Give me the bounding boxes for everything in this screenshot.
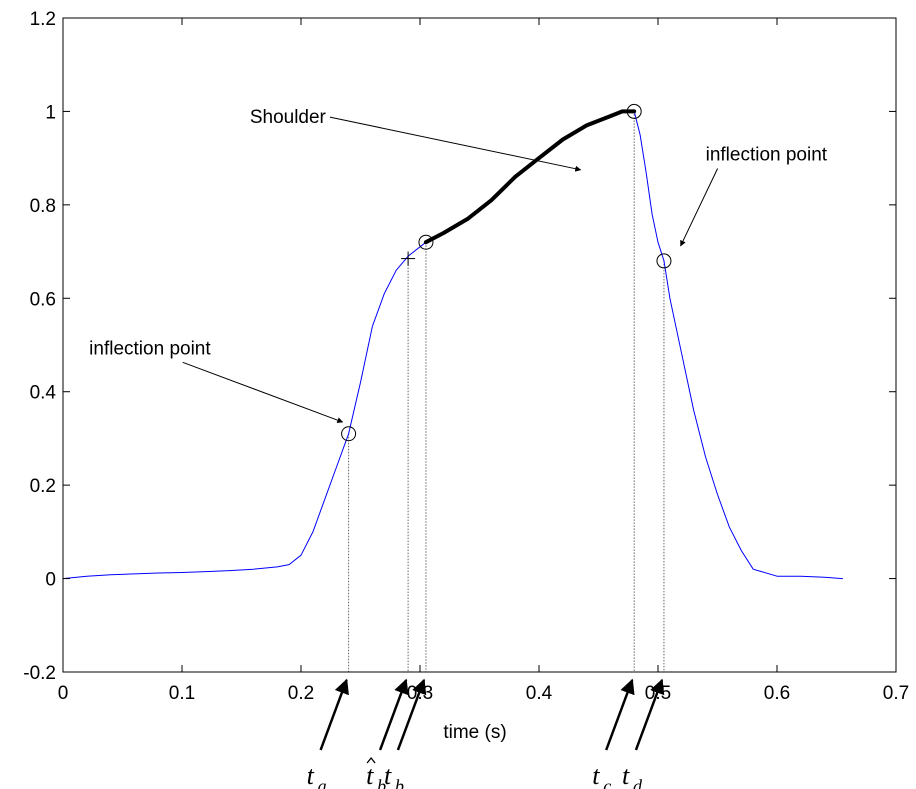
time-marker-subscript: b: [377, 776, 386, 789]
circle-marker-3: [656, 253, 672, 269]
annotation-label: inflection point: [706, 144, 828, 165]
hat-accent: [366, 756, 376, 764]
plus-marker: [401, 251, 416, 266]
circle-marker-0: [341, 426, 357, 442]
annotations: Shoulder inflection point inflection point: [89, 107, 828, 423]
y-tick-label: -0.2: [23, 663, 56, 684]
y-tick-label: 0.2: [30, 476, 56, 497]
x-tick-label: 0.1: [169, 683, 195, 704]
y-tick-label: 0: [45, 570, 56, 591]
x-tick-label: 0.6: [764, 683, 790, 704]
time-marker-symbol: t: [366, 761, 374, 789]
y-tick-label: 0.4: [30, 383, 57, 404]
x-tick-label: 0: [58, 683, 69, 704]
point-markers: [341, 103, 672, 442]
time-marker-subscript: b: [395, 776, 404, 789]
time-marker-symbol: t: [307, 761, 315, 789]
annotation-arrow: [329, 116, 582, 172]
annotation-label: inflection point: [89, 338, 211, 359]
x-tick-label: 0.2: [288, 683, 314, 704]
time-marker-arrow: [396, 678, 427, 751]
time-marker-arrow: [319, 678, 349, 751]
circle-marker-1: [418, 234, 434, 250]
annotation-label: Shoulder: [250, 107, 327, 128]
x-axis-label: time (s): [443, 722, 506, 743]
x-tick-label: 0.4: [526, 683, 553, 704]
circle-marker-2: [626, 103, 642, 119]
time-marker-subscript: a: [318, 776, 327, 789]
time-marker-arrow: [378, 678, 409, 751]
x-tick-label: 0.7: [883, 683, 909, 704]
time-marker-symbol: t: [384, 761, 392, 789]
series-lines: [62, 109, 843, 580]
time-marker-subscript: d: [633, 776, 643, 789]
y-tick-label: 0.8: [30, 196, 56, 217]
time-marker-symbol: t: [592, 761, 600, 789]
annotation-arrow: [680, 168, 719, 247]
y-tick-label: 0.6: [30, 289, 56, 310]
time-markers: t a t bt b t c t d: [307, 678, 665, 789]
time-marker-arrow: [605, 678, 635, 751]
time-marker-arrow: [634, 678, 665, 751]
time-marker-symbol: t: [622, 761, 630, 789]
guide-lines: [348, 111, 665, 672]
y-tick-label: 1.2: [30, 9, 56, 30]
time-marker-subscript: c: [603, 776, 611, 789]
annotation-arrow: [182, 361, 344, 423]
axes-box: [62, 17, 897, 673]
y-tick-label: 1: [45, 102, 56, 123]
shoulder-line: [423, 109, 637, 245]
